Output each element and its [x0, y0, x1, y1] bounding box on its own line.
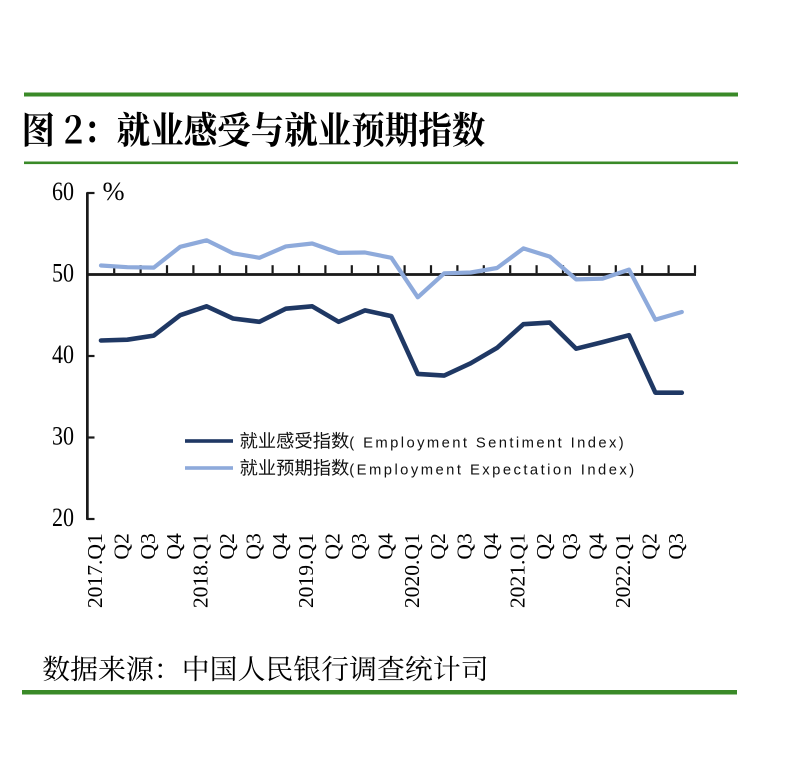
- svg-text:Q3: Q3: [453, 533, 477, 559]
- svg-text:2021.Q1: 2021.Q1: [505, 533, 529, 608]
- svg-text:2018.Q1: 2018.Q1: [189, 533, 213, 608]
- svg-text:Q2: Q2: [321, 533, 345, 559]
- svg-text:( Employment Sentiment Index): ( Employment Sentiment Index): [349, 435, 626, 451]
- svg-text:2022.Q1: 2022.Q1: [611, 533, 635, 608]
- svg-text:%: %: [103, 176, 125, 206]
- svg-text:60: 60: [52, 179, 74, 207]
- svg-text:2017.Q1: 2017.Q1: [83, 533, 107, 608]
- svg-text:30: 30: [52, 423, 74, 451]
- svg-text:Q4: Q4: [373, 533, 397, 560]
- svg-text:Q2: Q2: [637, 533, 661, 559]
- svg-text:Q3: Q3: [347, 533, 371, 559]
- svg-text:Q4: Q4: [585, 533, 609, 560]
- svg-text:40: 40: [52, 342, 74, 370]
- svg-text:Q2: Q2: [532, 533, 556, 559]
- svg-text:Q2: Q2: [426, 533, 450, 559]
- svg-text:Q2: Q2: [215, 533, 239, 559]
- svg-text:Q4: Q4: [479, 533, 503, 560]
- svg-text:Q3: Q3: [664, 533, 688, 559]
- svg-text:50: 50: [52, 260, 74, 288]
- svg-text:Q4: Q4: [268, 533, 292, 560]
- svg-text:Q4: Q4: [162, 533, 186, 560]
- svg-text:Q3: Q3: [241, 533, 265, 559]
- svg-text:2019.Q1: 2019.Q1: [294, 533, 318, 608]
- svg-text:(Employment Expectation Index): (Employment Expectation Index): [349, 462, 636, 478]
- svg-text:2020.Q1: 2020.Q1: [400, 533, 424, 608]
- svg-text:Q3: Q3: [558, 533, 582, 559]
- svg-text:20: 20: [52, 505, 74, 533]
- svg-text:Q3: Q3: [136, 533, 160, 559]
- svg-text:Q2: Q2: [109, 533, 133, 559]
